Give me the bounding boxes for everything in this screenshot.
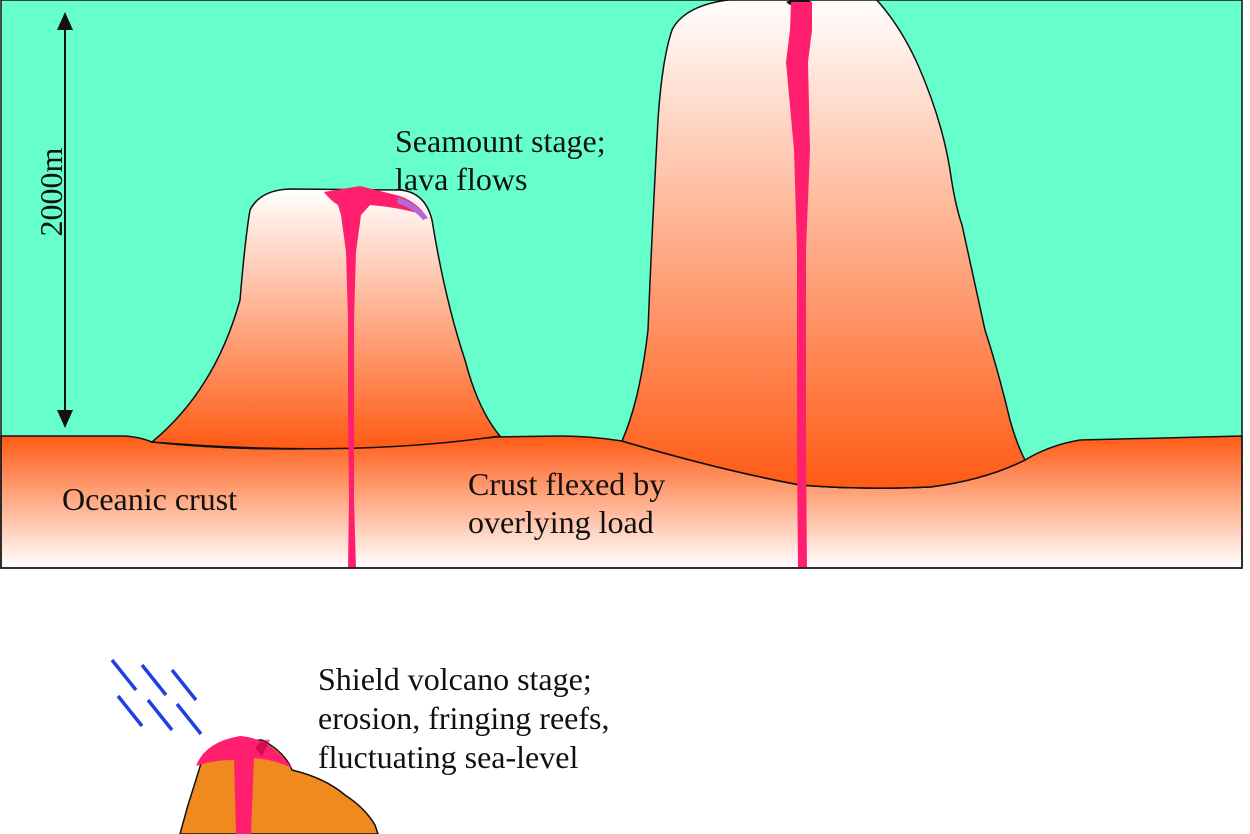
seamount-lava-flow bbox=[397, 197, 428, 220]
scale-arrow-up-icon bbox=[57, 12, 73, 30]
scale-bar: 2000m bbox=[33, 12, 73, 428]
rain-drops bbox=[110, 658, 203, 736]
scale-label: 2000m bbox=[33, 147, 69, 236]
shield-magma-branch bbox=[255, 739, 270, 756]
crust-flexed-label-line2: overlying load bbox=[468, 504, 654, 540]
seamount-magma-conduit bbox=[324, 186, 426, 568]
shield-label-line3: fluctuating sea-level bbox=[318, 739, 578, 775]
seamount-volcano bbox=[150, 188, 502, 450]
scale-arrow-down-icon bbox=[57, 410, 73, 428]
seamount-label-line2: lava flows bbox=[395, 161, 527, 197]
diagram-border bbox=[0, 0, 1243, 569]
oceanic-crust-label: Oceanic crust bbox=[62, 481, 237, 517]
shield-volcano bbox=[179, 739, 379, 834]
shield-magma-conduit bbox=[196, 736, 292, 834]
large-volcano bbox=[620, 0, 1027, 489]
shield-label-line2: erosion, fringing reefs, bbox=[318, 700, 609, 736]
seamount-label-line1: Seamount stage; bbox=[395, 123, 606, 159]
crust-flexed-label-line1: Crust flexed by bbox=[468, 466, 665, 502]
large-volcano-magma-conduit bbox=[786, 2, 812, 568]
shield-label-line1: Shield volcano stage; bbox=[318, 661, 592, 697]
